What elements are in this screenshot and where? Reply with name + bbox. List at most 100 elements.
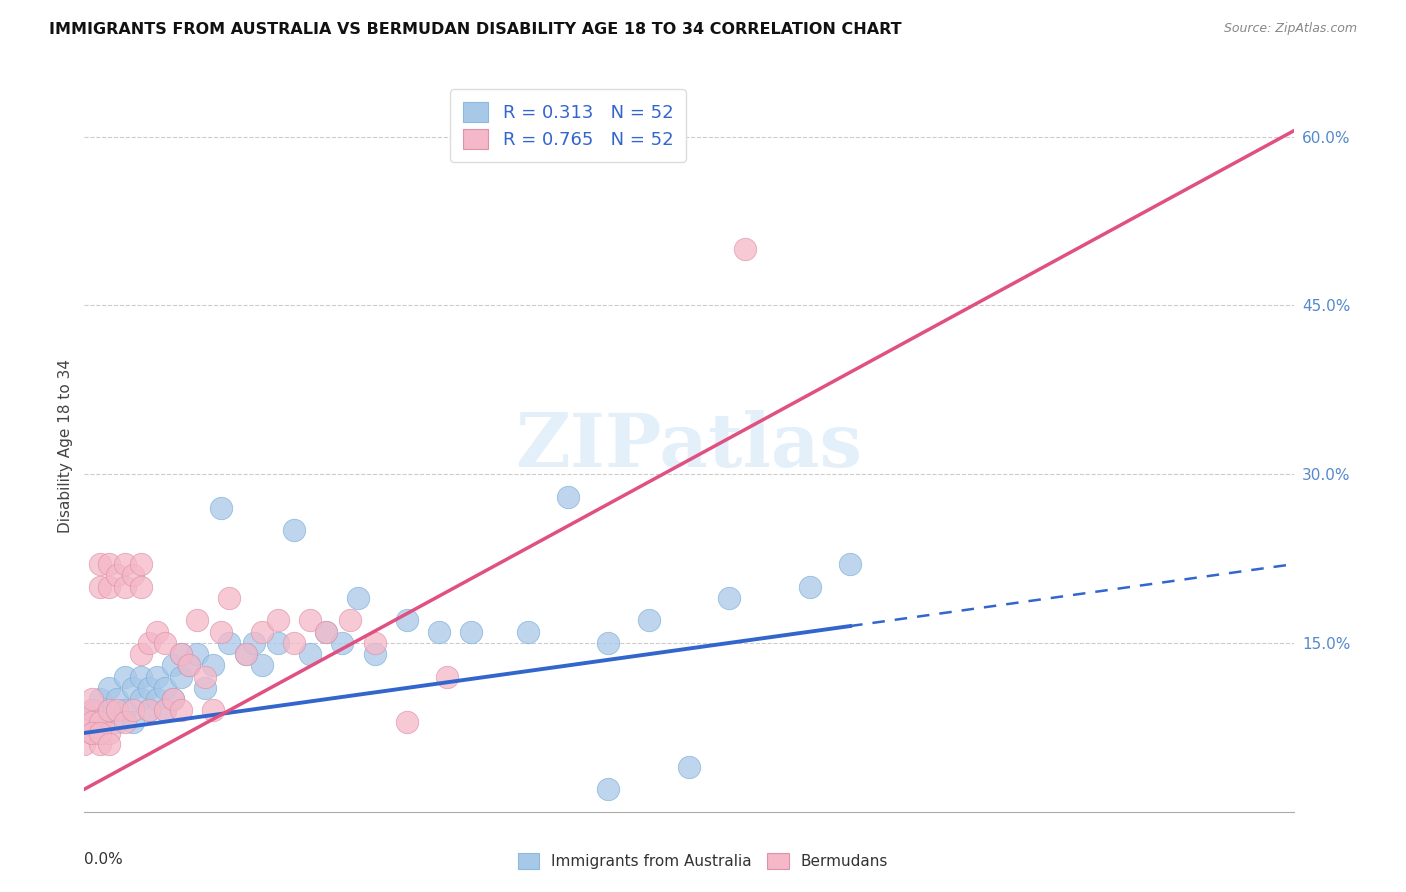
Point	[267, 636, 290, 650]
Point	[598, 782, 620, 797]
Point	[315, 624, 337, 639]
Point	[218, 636, 240, 650]
Point	[170, 647, 193, 661]
Point	[330, 636, 353, 650]
Point	[267, 614, 290, 628]
Point	[89, 726, 111, 740]
Point	[250, 658, 273, 673]
Point	[186, 614, 208, 628]
Point	[170, 670, 193, 684]
Point	[235, 647, 257, 661]
Point	[799, 580, 821, 594]
Point	[718, 591, 741, 605]
Point	[105, 568, 128, 582]
Point	[121, 568, 143, 582]
Point	[153, 703, 176, 717]
Point	[194, 670, 217, 684]
Point	[82, 714, 104, 729]
Point	[162, 692, 184, 706]
Point	[121, 703, 143, 717]
Y-axis label: Disability Age 18 to 34: Disability Age 18 to 34	[58, 359, 73, 533]
Point	[114, 557, 136, 571]
Point	[121, 714, 143, 729]
Point	[97, 557, 120, 571]
Point	[121, 681, 143, 695]
Point	[129, 647, 152, 661]
Point	[73, 737, 96, 751]
Point	[97, 681, 120, 695]
Point	[97, 737, 120, 751]
Point	[146, 670, 169, 684]
Point	[153, 681, 176, 695]
Point	[105, 692, 128, 706]
Point	[153, 703, 176, 717]
Point	[283, 524, 305, 538]
Point	[363, 647, 385, 661]
Point	[202, 703, 225, 717]
Point	[162, 692, 184, 706]
Point	[250, 624, 273, 639]
Point	[202, 658, 225, 673]
Point	[170, 647, 193, 661]
Point	[138, 636, 160, 650]
Text: ZIPatlas: ZIPatlas	[516, 409, 862, 483]
Point	[82, 726, 104, 740]
Point	[114, 670, 136, 684]
Point	[89, 737, 111, 751]
Point	[179, 658, 201, 673]
Point	[242, 636, 264, 650]
Text: 0.0%: 0.0%	[84, 852, 124, 867]
Legend: Immigrants from Australia, Bermudans: Immigrants from Australia, Bermudans	[512, 847, 894, 875]
Point	[129, 557, 152, 571]
Point	[299, 647, 322, 661]
Point	[146, 692, 169, 706]
Point	[235, 647, 257, 661]
Point	[194, 681, 217, 695]
Point	[105, 703, 128, 717]
Point	[436, 670, 458, 684]
Text: Source: ZipAtlas.com: Source: ZipAtlas.com	[1223, 22, 1357, 36]
Point	[557, 490, 579, 504]
Point	[395, 614, 418, 628]
Point	[637, 614, 659, 628]
Point	[734, 242, 756, 256]
Point	[97, 703, 120, 717]
Point	[460, 624, 482, 639]
Point	[179, 658, 201, 673]
Point	[598, 636, 620, 650]
Point	[89, 714, 111, 729]
Point	[427, 624, 450, 639]
Point	[146, 624, 169, 639]
Point	[105, 714, 128, 729]
Point	[138, 681, 160, 695]
Point	[339, 614, 361, 628]
Point	[209, 500, 232, 515]
Point	[114, 580, 136, 594]
Point	[516, 624, 538, 639]
Point	[73, 714, 96, 729]
Point	[97, 726, 120, 740]
Point	[89, 714, 111, 729]
Point	[129, 670, 152, 684]
Point	[114, 703, 136, 717]
Point	[315, 624, 337, 639]
Point	[82, 703, 104, 717]
Point	[170, 703, 193, 717]
Point	[138, 703, 160, 717]
Point	[218, 591, 240, 605]
Point	[395, 714, 418, 729]
Point	[97, 580, 120, 594]
Point	[209, 624, 232, 639]
Point	[162, 658, 184, 673]
Point	[678, 760, 700, 774]
Point	[283, 636, 305, 650]
Point	[347, 591, 370, 605]
Point	[89, 557, 111, 571]
Point	[153, 636, 176, 650]
Point	[89, 580, 111, 594]
Point	[129, 692, 152, 706]
Point	[186, 647, 208, 661]
Legend: R = 0.313   N = 52, R = 0.765   N = 52: R = 0.313 N = 52, R = 0.765 N = 52	[450, 89, 686, 161]
Point	[299, 614, 322, 628]
Point	[129, 580, 152, 594]
